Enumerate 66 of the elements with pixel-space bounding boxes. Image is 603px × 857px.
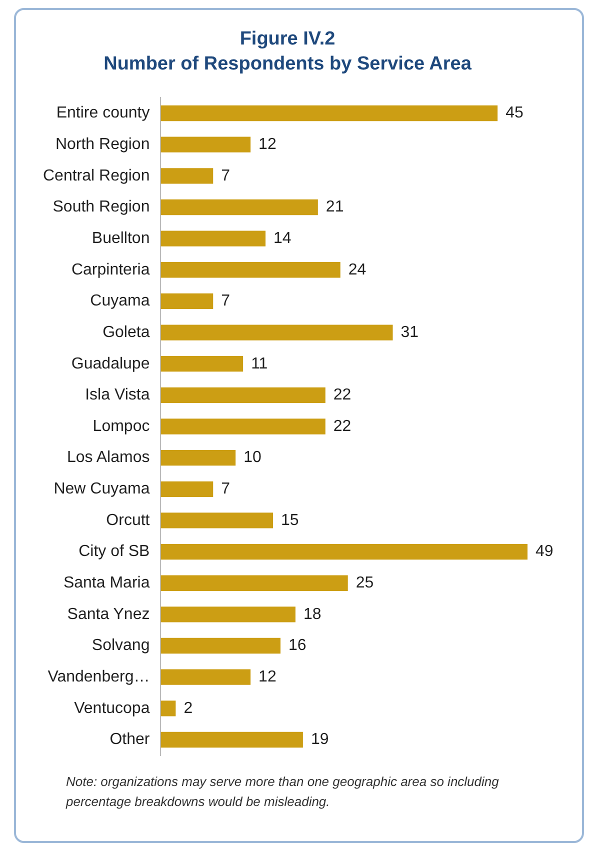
y-tick-label: Santa Maria: [63, 574, 150, 592]
bar: [160, 544, 528, 560]
y-tick-label: Carpinteria: [71, 261, 150, 278]
bar: [160, 512, 274, 528]
data-label: 2: [184, 700, 193, 717]
y-tick-label: City of SB: [78, 543, 150, 560]
data-label: 45: [506, 104, 524, 122]
data-label: 10: [244, 449, 262, 466]
bar: [160, 136, 251, 152]
bar: [160, 262, 340, 278]
data-label: 22: [333, 386, 352, 404]
y-tick-label: South Region: [52, 198, 150, 216]
chart-title: Figure IV.2: [240, 28, 336, 50]
data-label: 24: [348, 261, 366, 278]
y-tick-label: Central Region: [42, 167, 150, 184]
bar: [160, 700, 176, 716]
data-label: 21: [326, 198, 344, 216]
y-tick-label: North Region: [55, 136, 150, 153]
data-label: 18: [303, 606, 322, 623]
y-tick-label: Entire county: [56, 104, 150, 122]
y-tick-label: Isla Vista: [85, 386, 150, 404]
bar: [160, 324, 393, 340]
y-tick-label: Orcutt: [106, 512, 150, 529]
data-label: 12: [258, 668, 276, 686]
data-label: 11: [251, 355, 268, 372]
bar: [160, 293, 214, 310]
y-tick-label: Other: [110, 731, 150, 748]
y-tick-label: Los Alamos: [67, 449, 150, 466]
bar: [160, 575, 348, 591]
data-label: 19: [310, 731, 329, 748]
bar: [160, 606, 296, 622]
y-tick-label: Guadalupe: [71, 355, 150, 372]
bar: [160, 418, 326, 434]
bar: [160, 230, 266, 246]
bar: [160, 481, 214, 497]
bar: [160, 450, 236, 466]
data-label: 49: [536, 543, 554, 560]
y-tick-label: Vandenberg…: [48, 668, 150, 686]
data-label: 31: [400, 324, 419, 341]
bar: [160, 732, 303, 748]
data-label: 22: [333, 418, 352, 435]
y-tick-label: Buellton: [92, 230, 150, 247]
data-label: 7: [221, 292, 230, 310]
y-tick-label: Solvang: [92, 637, 150, 654]
bar: [160, 168, 214, 184]
y-tick-label: Santa Ynez: [67, 606, 150, 623]
bar: [160, 669, 251, 685]
data-label: 7: [221, 167, 230, 184]
y-tick-label: New Cuyama: [54, 480, 150, 498]
y-tick-label: Lompoc: [92, 418, 150, 435]
bar: [160, 105, 498, 122]
chart-subtitle: Number of Respondents by Service Area: [104, 53, 472, 74]
data-label: 7: [221, 480, 230, 498]
data-label: 12: [258, 136, 276, 153]
bar: [160, 387, 326, 404]
data-label: 15: [281, 512, 299, 529]
data-label: 16: [288, 637, 306, 654]
y-tick-label: Ventucopa: [74, 700, 150, 717]
data-label: 25: [356, 574, 374, 592]
bar: [160, 356, 244, 372]
y-tick-label: Cuyama: [90, 292, 150, 310]
y-tick-label: Goleta: [102, 324, 150, 341]
data-label: 14: [274, 230, 292, 247]
bar: [160, 199, 318, 216]
text: Note: organizations may serve more than one geographic area so including percentage breakdowns would be misleading.: [66, 773, 500, 811]
bar: [160, 638, 280, 654]
